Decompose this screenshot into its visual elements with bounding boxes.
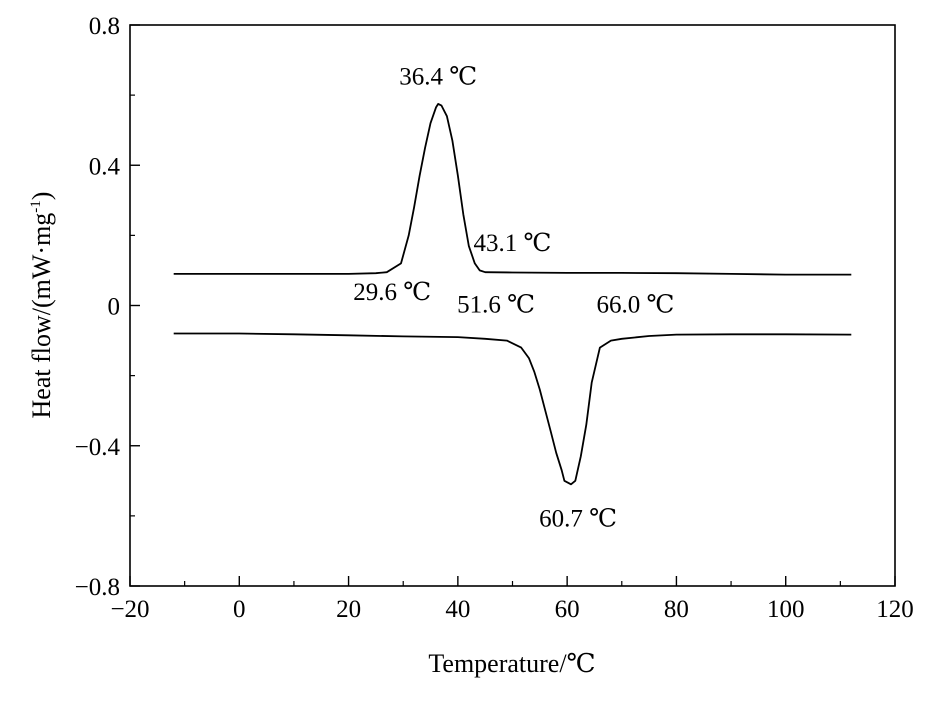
- annotation-label: 43.1 ℃: [474, 230, 552, 257]
- x-tick-labels: −20 0 20 40 60 80 100 120: [110, 596, 913, 623]
- annotation-label: 66.0 ℃: [596, 292, 674, 319]
- annotation-label: 36.4 ℃: [399, 64, 477, 91]
- y-tick-label: −0.8: [75, 574, 120, 601]
- y-tick-label: 0.8: [89, 13, 120, 40]
- y-axis-label-close: ): [27, 192, 56, 201]
- y-tick-label: 0.4: [89, 153, 121, 180]
- x-tick-label: 60: [555, 596, 580, 623]
- y-tick-labels: −0.8 −0.4 0 0.4 0.8: [75, 13, 121, 601]
- x-tick-label: 80: [664, 596, 689, 623]
- x-tick-label: 20: [336, 596, 361, 623]
- series-layer: [173, 103, 852, 486]
- y-axis-label: Heat flow/(mW·mg-1): [27, 192, 56, 419]
- annotation-label: 60.7 ℃: [539, 505, 617, 532]
- annotation-label: 29.6 ℃: [353, 279, 431, 306]
- series-line-1: [173, 103, 852, 276]
- x-tick-label: 40: [445, 596, 470, 623]
- x-axis-label: Temperature/℃: [428, 649, 595, 678]
- y-tick-label: −0.4: [75, 434, 121, 461]
- y-tick-label: 0: [108, 294, 121, 321]
- annotation-label: 51.6 ℃: [457, 292, 535, 319]
- y-axis-label-main: Heat flow/(mW·mg: [27, 213, 56, 419]
- series-line-2: [173, 332, 852, 486]
- annotations-layer: 36.4 ℃ 43.1 ℃ 29.6 ℃ 51.6 ℃ 66.0 ℃ 60.7 ℃: [353, 64, 674, 533]
- x-tick-label: 0: [233, 596, 246, 623]
- x-tick-label: 120: [876, 596, 914, 623]
- x-tick-label: −20: [110, 596, 149, 623]
- x-tick-label: 100: [767, 596, 805, 623]
- tick-marks: [129, 24, 896, 587]
- y-axis-label-sup: -1: [28, 200, 44, 213]
